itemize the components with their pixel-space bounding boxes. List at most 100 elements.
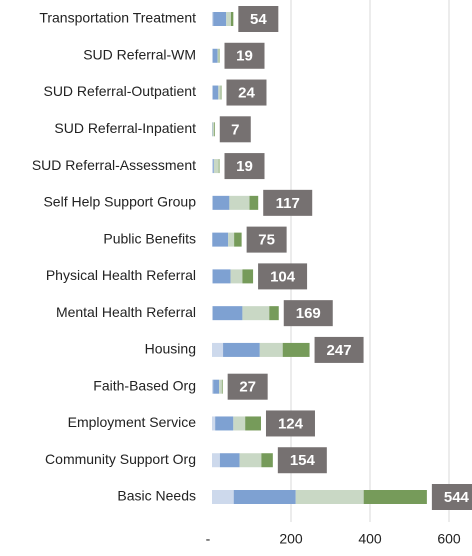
bar-segment xyxy=(212,122,214,137)
x-tick-label: - xyxy=(206,531,211,547)
total-label: 117 xyxy=(276,195,300,212)
category-label: SUD Referral-Assessment xyxy=(32,157,196,173)
bar-segment xyxy=(223,342,260,357)
bar-segment xyxy=(212,453,220,468)
category-label: Physical Health Referral xyxy=(46,267,196,283)
bar-segment xyxy=(213,12,227,26)
bar-segment xyxy=(212,306,243,321)
bar-segment xyxy=(259,342,283,357)
total-box xyxy=(219,116,251,143)
total-label: 104 xyxy=(270,268,296,285)
total-box xyxy=(431,484,472,510)
bar-segment xyxy=(242,269,254,284)
total-box xyxy=(277,447,327,474)
bar-segment xyxy=(217,48,219,63)
total-label: 54 xyxy=(250,11,267,28)
bar-segment xyxy=(212,48,218,63)
total-box xyxy=(246,226,287,253)
total-box xyxy=(283,300,333,327)
total-label: 154 xyxy=(290,452,316,469)
bar-segment xyxy=(230,269,243,284)
bar-segment xyxy=(242,306,270,321)
total-label: 124 xyxy=(278,415,304,432)
bar-segment xyxy=(212,232,229,247)
bar-segment xyxy=(212,195,213,210)
category-label: SUD Referral-WM xyxy=(83,46,196,62)
bar-segment xyxy=(218,85,221,100)
bar-segment xyxy=(218,48,220,63)
bar-segment xyxy=(220,85,222,100)
total-box xyxy=(238,6,279,32)
category-label: Community Support Org xyxy=(45,451,196,467)
bar-segment xyxy=(212,379,214,394)
bar-segment xyxy=(221,379,223,394)
bar-segment xyxy=(234,232,242,247)
bar-segment xyxy=(212,306,213,321)
bar-segment xyxy=(213,159,214,174)
x-tick-label: 200 xyxy=(279,531,303,547)
total-box xyxy=(227,373,268,400)
bar-segment xyxy=(213,379,220,394)
bar-segment xyxy=(212,12,214,26)
bar-segment xyxy=(249,195,259,210)
bar-segment xyxy=(226,12,231,26)
bar-segment xyxy=(212,159,214,174)
bar-segment xyxy=(212,195,230,210)
bar-segment xyxy=(212,85,219,100)
category-label: Public Benefits xyxy=(103,230,196,246)
bar-segment xyxy=(261,453,273,468)
bar-segment xyxy=(212,48,213,63)
total-label: 544 xyxy=(444,489,470,506)
total-box xyxy=(258,263,308,290)
total-box xyxy=(265,410,315,437)
bar-segment xyxy=(233,490,296,504)
x-tick-label: 600 xyxy=(437,531,461,547)
total-box xyxy=(314,336,364,363)
category-label: Faith-Based Org xyxy=(93,377,196,393)
bar-segment xyxy=(233,416,246,431)
total-box xyxy=(224,153,265,180)
total-box xyxy=(224,42,265,69)
bar-segment xyxy=(212,269,213,284)
bar-segment xyxy=(218,159,220,174)
bar-segment xyxy=(212,269,231,284)
bar-segment xyxy=(219,453,240,468)
total-label: 19 xyxy=(236,48,253,65)
bar-segment xyxy=(219,379,222,394)
category-label: Mental Health Referral xyxy=(56,304,196,320)
bar-segment xyxy=(212,85,213,100)
total-box xyxy=(263,189,313,216)
total-label: 247 xyxy=(327,342,352,359)
total-label: 75 xyxy=(258,232,275,249)
category-label: SUD Referral-Inpatient xyxy=(54,120,196,136)
bar-segment xyxy=(230,12,234,26)
bar-segment xyxy=(239,453,262,468)
bar-segment xyxy=(295,490,364,504)
total-box xyxy=(226,79,267,106)
total-label: 24 xyxy=(238,85,255,102)
category-label: Basic Needs xyxy=(117,488,196,504)
bar-segment xyxy=(229,195,250,210)
bar-segment xyxy=(215,416,234,431)
bar-segment xyxy=(282,342,310,357)
category-label: Transportation Treatment xyxy=(39,10,196,26)
total-label: 19 xyxy=(236,158,253,175)
bar-segment xyxy=(212,416,216,431)
bar-segment xyxy=(228,232,235,247)
category-label: Employment Service xyxy=(68,414,197,430)
bar-segment xyxy=(363,490,427,504)
total-label: 7 xyxy=(231,121,239,138)
x-tick-label: 400 xyxy=(358,531,382,547)
category-label: Self Help Support Group xyxy=(43,194,196,210)
bar-segment xyxy=(212,490,234,504)
bar-segment xyxy=(212,342,224,357)
bar-segment xyxy=(213,122,215,137)
category-label: SUD Referral-Outpatient xyxy=(43,83,196,99)
total-label: 169 xyxy=(296,305,321,322)
bar-segment xyxy=(213,159,219,174)
total-label: 27 xyxy=(239,379,256,396)
category-label: Housing xyxy=(145,341,196,357)
bar-segment xyxy=(245,416,261,431)
bar-segment xyxy=(269,306,279,321)
